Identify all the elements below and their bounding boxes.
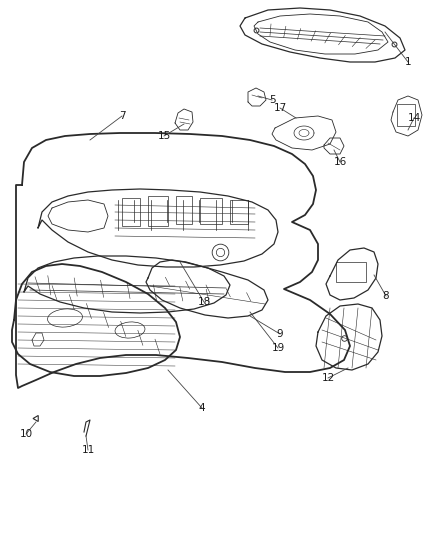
Text: 10: 10 (19, 429, 32, 439)
Text: 17: 17 (273, 103, 286, 113)
Text: 18: 18 (198, 297, 211, 307)
Bar (176, 196, 192, 224)
Bar (230, 200, 248, 224)
Bar (336, 262, 366, 282)
Bar (397, 104, 415, 126)
Bar (148, 196, 168, 226)
Text: 5: 5 (268, 95, 276, 105)
Bar (200, 198, 222, 224)
Text: 15: 15 (157, 131, 171, 141)
Text: 14: 14 (407, 113, 420, 123)
Text: 8: 8 (383, 291, 389, 301)
Text: 1: 1 (405, 57, 411, 67)
Text: 4: 4 (199, 403, 205, 413)
Text: 19: 19 (272, 343, 285, 353)
Text: 12: 12 (321, 373, 335, 383)
Text: 7: 7 (119, 111, 125, 121)
Bar (122, 198, 140, 226)
Text: 11: 11 (81, 445, 95, 455)
Text: 16: 16 (333, 157, 346, 167)
Text: 9: 9 (277, 329, 283, 339)
